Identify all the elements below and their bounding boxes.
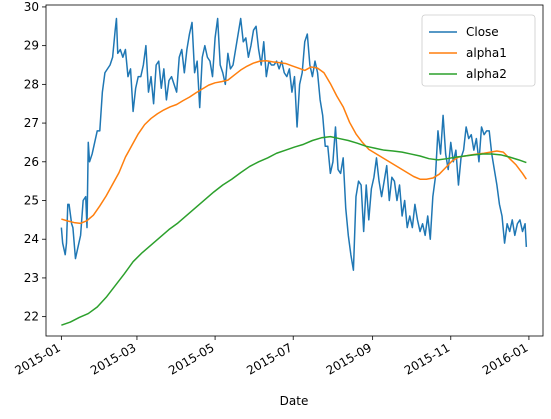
series-line-alpha2 bbox=[61, 135, 527, 326]
x-axis-label: Date bbox=[280, 394, 309, 408]
y-tick-label: 29 bbox=[24, 39, 39, 53]
series-line-alpha1 bbox=[61, 60, 527, 225]
series-layer bbox=[60, 17, 528, 326]
legend: Close alpha1 alpha2 bbox=[421, 14, 536, 87]
y-tick-label: 30 bbox=[24, 0, 39, 14]
x-tick-label: 2015-03 bbox=[88, 340, 138, 377]
x-tick-label: 2016-01 bbox=[480, 340, 530, 377]
legend-label-alpha2: alpha2 bbox=[466, 67, 507, 81]
x-axis: 2015-01 2015-03 2015-05 2015-07 2015-09 2015-… bbox=[12, 336, 530, 378]
y-tick-label: 26 bbox=[24, 155, 39, 169]
legend-label-close: Close bbox=[466, 25, 499, 39]
y-tick-label: 24 bbox=[24, 232, 39, 246]
y-axis: 22 23 24 25 26 27 28 29 30 bbox=[24, 0, 46, 324]
x-tick-label: 2015-01 bbox=[12, 340, 62, 377]
legend-label-alpha1: alpha1 bbox=[466, 46, 507, 60]
x-tick-label: 2015-11 bbox=[402, 340, 452, 377]
y-tick-label: 22 bbox=[24, 310, 39, 324]
series-line-close bbox=[60, 17, 528, 271]
y-tick-label: 25 bbox=[24, 194, 39, 208]
x-tick-label: 2015-05 bbox=[166, 340, 216, 377]
y-tick-label: 27 bbox=[24, 116, 39, 130]
plot-frame bbox=[45, 4, 544, 337]
y-tick-label: 23 bbox=[24, 271, 39, 285]
x-tick-label: 2015-09 bbox=[324, 340, 374, 377]
x-tick-label: 2015-07 bbox=[244, 340, 294, 377]
y-tick-label: 28 bbox=[24, 77, 39, 91]
